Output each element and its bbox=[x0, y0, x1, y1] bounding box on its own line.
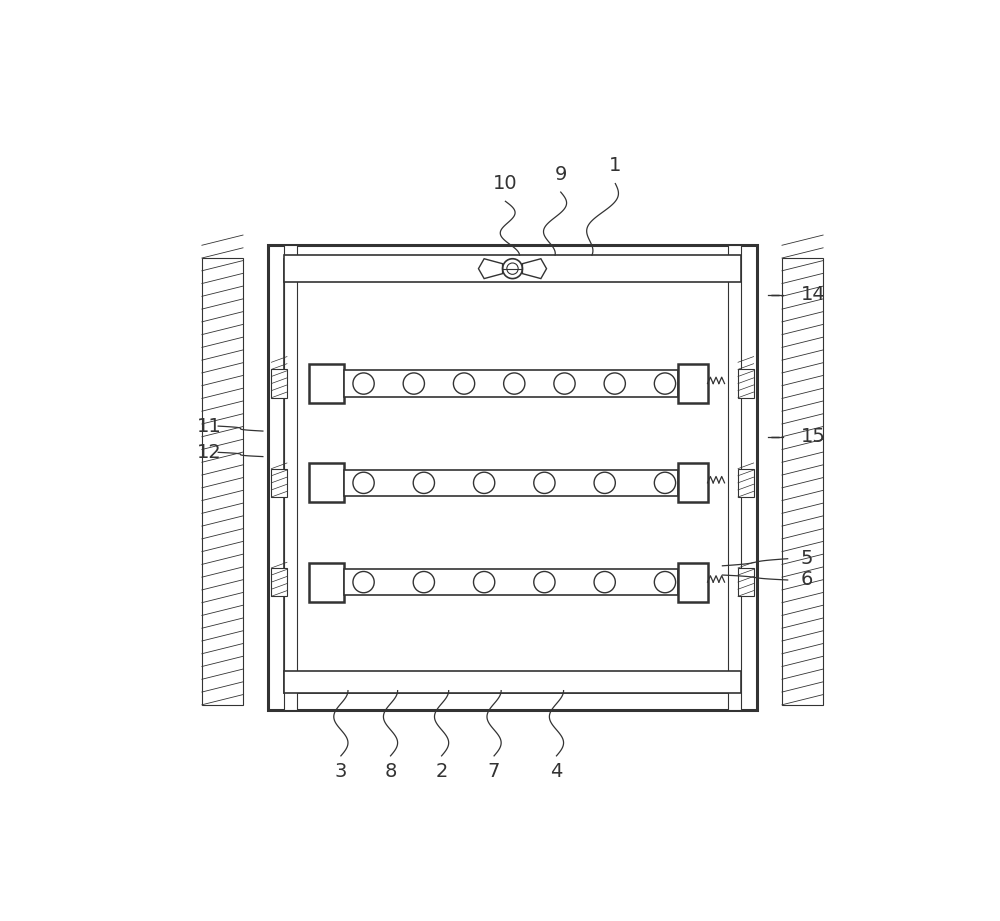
Circle shape bbox=[594, 472, 615, 494]
Circle shape bbox=[413, 472, 434, 494]
Circle shape bbox=[604, 373, 625, 394]
FancyBboxPatch shape bbox=[738, 369, 754, 398]
FancyBboxPatch shape bbox=[309, 364, 344, 403]
Circle shape bbox=[353, 373, 374, 394]
Circle shape bbox=[534, 472, 555, 494]
FancyBboxPatch shape bbox=[284, 245, 297, 710]
Circle shape bbox=[507, 263, 518, 274]
FancyBboxPatch shape bbox=[678, 463, 708, 502]
FancyBboxPatch shape bbox=[738, 469, 754, 497]
Circle shape bbox=[473, 571, 495, 593]
FancyBboxPatch shape bbox=[202, 258, 243, 705]
FancyBboxPatch shape bbox=[268, 245, 757, 710]
FancyBboxPatch shape bbox=[678, 364, 708, 403]
Text: 15: 15 bbox=[800, 427, 825, 447]
FancyBboxPatch shape bbox=[271, 568, 287, 596]
Text: 10: 10 bbox=[493, 174, 518, 193]
FancyBboxPatch shape bbox=[309, 463, 344, 502]
FancyBboxPatch shape bbox=[344, 569, 678, 595]
FancyBboxPatch shape bbox=[728, 245, 741, 710]
Text: 11: 11 bbox=[197, 416, 222, 436]
Text: 1: 1 bbox=[609, 157, 622, 175]
FancyBboxPatch shape bbox=[284, 670, 741, 694]
Circle shape bbox=[654, 373, 676, 394]
Text: 9: 9 bbox=[555, 165, 567, 184]
FancyBboxPatch shape bbox=[344, 470, 678, 495]
Circle shape bbox=[554, 373, 575, 394]
Circle shape bbox=[654, 571, 676, 593]
Text: 4: 4 bbox=[550, 762, 563, 781]
Circle shape bbox=[353, 571, 374, 593]
Text: 14: 14 bbox=[800, 286, 825, 305]
Circle shape bbox=[403, 373, 424, 394]
Circle shape bbox=[654, 472, 676, 494]
Text: 7: 7 bbox=[488, 762, 500, 781]
Circle shape bbox=[413, 571, 434, 593]
Text: 8: 8 bbox=[384, 762, 397, 781]
Circle shape bbox=[504, 373, 525, 394]
FancyBboxPatch shape bbox=[271, 369, 287, 398]
Text: 2: 2 bbox=[435, 762, 448, 781]
Circle shape bbox=[473, 472, 495, 494]
FancyBboxPatch shape bbox=[782, 258, 823, 705]
FancyBboxPatch shape bbox=[284, 255, 741, 282]
Circle shape bbox=[353, 472, 374, 494]
Circle shape bbox=[534, 571, 555, 593]
FancyBboxPatch shape bbox=[271, 469, 287, 497]
FancyBboxPatch shape bbox=[678, 563, 708, 601]
Circle shape bbox=[594, 571, 615, 593]
Circle shape bbox=[453, 373, 475, 394]
FancyBboxPatch shape bbox=[344, 370, 678, 397]
Circle shape bbox=[503, 259, 522, 278]
FancyBboxPatch shape bbox=[309, 563, 344, 601]
Text: 5: 5 bbox=[800, 549, 813, 568]
Text: 3: 3 bbox=[335, 762, 347, 781]
Text: 12: 12 bbox=[197, 443, 222, 461]
FancyBboxPatch shape bbox=[284, 260, 741, 694]
Text: 6: 6 bbox=[800, 570, 813, 589]
FancyBboxPatch shape bbox=[738, 568, 754, 596]
